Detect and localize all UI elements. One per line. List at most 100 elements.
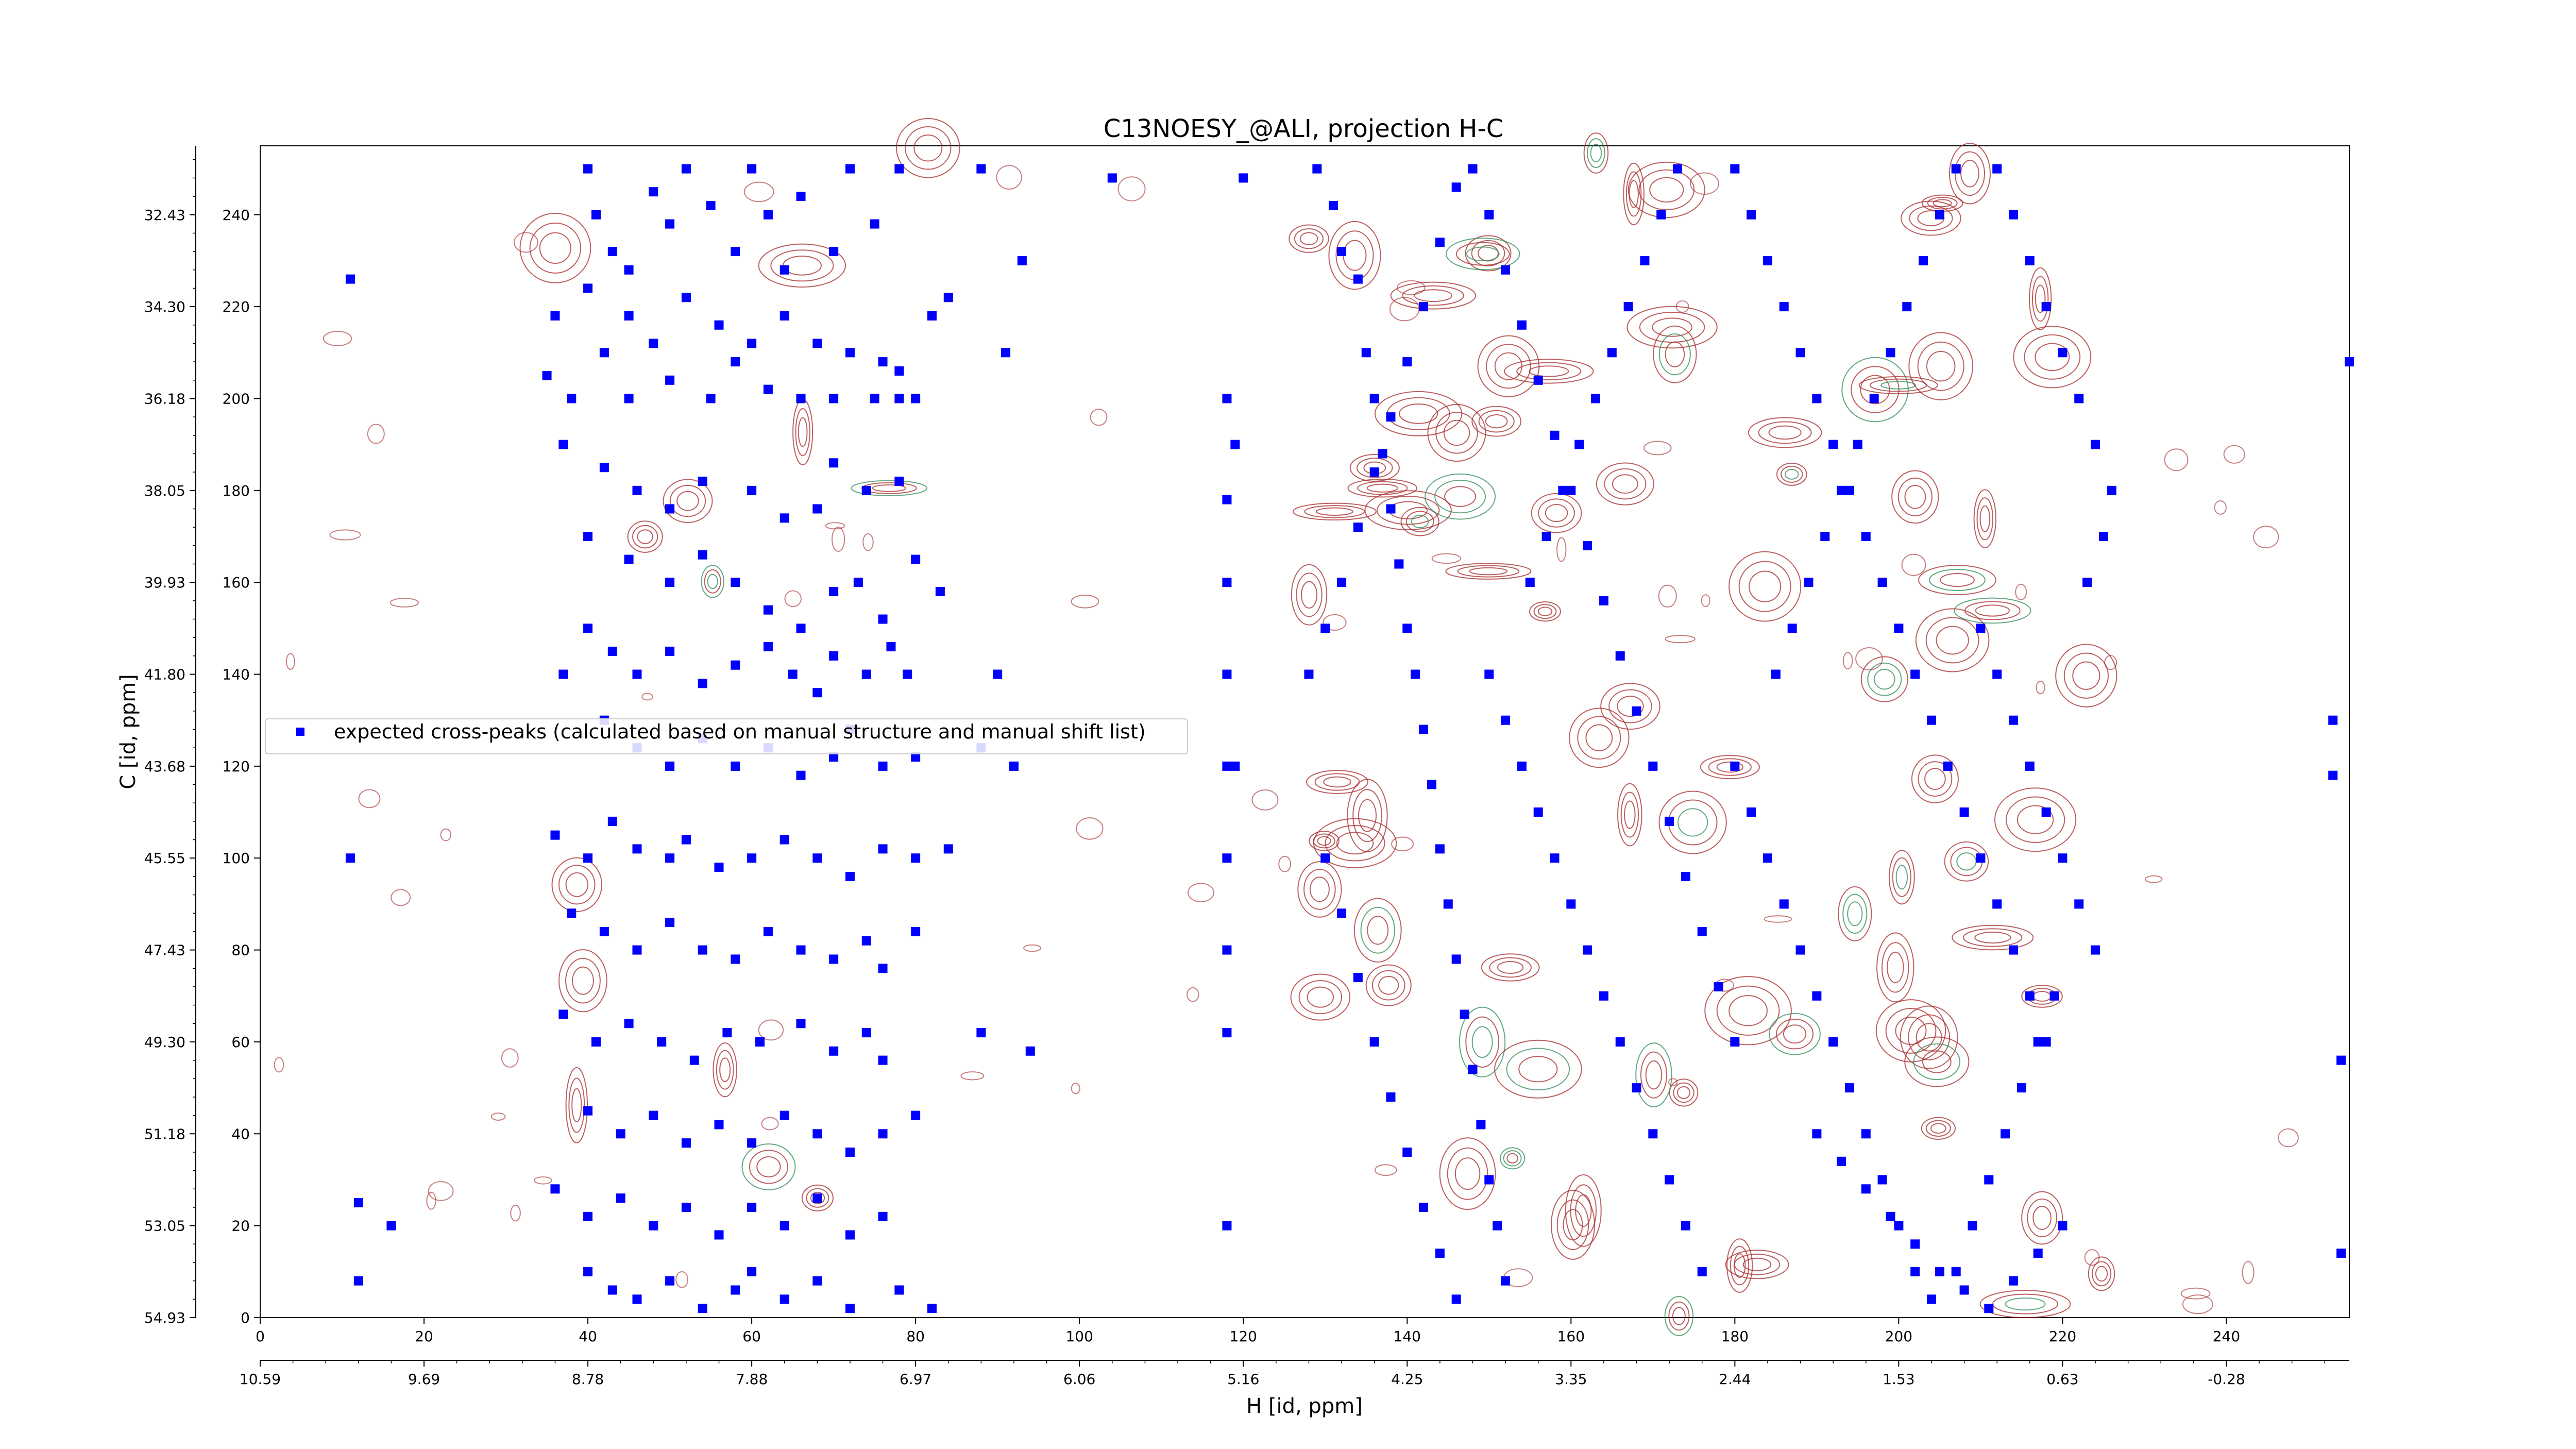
contour-line [798,417,808,447]
cross-peak-marker [616,1129,625,1139]
cross-peak-marker [1017,256,1027,265]
cross-peak-marker [878,761,888,771]
cross-peak-marker [927,311,937,321]
cross-peak-marker [665,918,675,928]
cross-peak-marker [1304,669,1314,679]
contour-line [1892,857,1911,897]
contour-line [1979,505,1991,532]
contour-line [1317,836,1331,846]
cross-peak-marker [779,835,789,845]
contour-line [2024,334,2081,380]
contour-line [1924,768,1946,790]
cross-peak-marker [1353,523,1363,532]
cross-peak-marker [2041,807,2051,817]
cross-peak-marker [1984,1304,1994,1313]
contour-line [1664,1296,1694,1336]
contour-line [669,485,706,517]
cross-peak-marker [1894,1221,1904,1231]
contour-line [323,331,352,346]
cross-peak-marker [2025,256,2035,265]
cross-peak-marker [607,1285,617,1295]
contour-line [1585,724,1613,751]
cross-peak-marker [1919,256,1928,265]
contour-line [756,1156,781,1177]
cross-peak-marker [731,954,740,964]
contour-line [1626,306,1718,349]
cross-peak-marker [878,1055,888,1065]
contour-line [2084,1249,2100,1266]
y-tick-label: 220 [223,298,250,315]
cross-peak-marker [1632,1083,1641,1093]
cross-peak-marker [624,311,634,321]
cross-peak-marker [1386,412,1396,422]
contour-line [1700,755,1760,780]
contour-line [428,1181,454,1201]
contour-line [1296,572,1323,617]
cross-peak-marker [1992,669,2002,679]
cross-peak-marker [1435,844,1445,854]
contour-line [1352,789,1382,843]
cross-peak-marker [1665,816,1674,826]
contour-line [1411,515,1429,529]
x-ppm-tick-label: 10.59 [240,1371,281,1388]
contour-line [1291,564,1328,626]
y-tick-label: 180 [223,482,250,499]
contour-line [1364,490,1452,531]
cross-peak-marker [1697,926,1707,936]
cross-peak-marker [1501,715,1511,725]
contour-line [1617,783,1642,847]
contour-line [1620,791,1639,838]
contour-line [1434,479,1486,514]
contour-line [1117,176,1146,201]
cross-peak-marker [1517,320,1527,330]
cross-peak-marker [796,192,806,201]
cross-peak-marker [1648,1129,1658,1139]
contour-line [1748,417,1822,448]
cross-peak-marker [591,210,601,220]
contour-line [501,1048,519,1068]
contour-line [1435,412,1478,454]
contour-line [2145,875,2163,883]
cross-peak-marker [1894,624,1904,633]
cross-peak-marker [845,871,855,881]
contour-line [2063,652,2109,699]
cross-peak-marker [1107,173,1117,183]
contour-line [2278,1128,2299,1148]
x-axis: 0 20 40 60 80 100 120 140 160 180 200 220 240 [256,1318,2240,1345]
contour-line [758,1019,784,1041]
contour-line [663,479,713,524]
cross-peak-marker [2336,1055,2346,1065]
cross-peak-marker [1730,1037,1740,1047]
contour-line [1529,365,1569,377]
cross-peak-marker [1460,1009,1469,1019]
cross-peak-marker [1402,624,1412,633]
cross-peak-marker [2074,394,2084,403]
contour-line [1454,1157,1481,1190]
contour-line [1939,573,1975,587]
contour-line [1783,1024,1807,1044]
contour-line [770,249,834,282]
contour-line [1347,478,1418,498]
cross-peak-marker [714,863,724,872]
contour-line [1780,465,1803,483]
contour-line [2242,1260,2255,1284]
contour-line [1901,200,1961,236]
cross-peak-marker [599,463,609,473]
cross-peak-marker [1411,669,1420,679]
x-ppm-tick-label: 3.35 [1555,1371,1587,1388]
cross-peak-marker [689,1055,699,1065]
cross-peak-marker [2009,1276,2019,1286]
cross-peak-marker [845,1304,855,1313]
cross-peak-marker [861,669,871,679]
y-tick-label: 20 [231,1218,250,1235]
cross-peak-marker [1599,991,1608,1001]
cross-peak-marker [1861,1184,1871,1194]
cross-peak-marker [829,954,839,964]
cross-peak-marker [1927,715,1936,725]
contour-line [758,243,846,288]
cross-peak-marker [1623,302,1633,312]
cross-peak-marker [706,394,716,403]
cross-peak-marker [870,394,879,403]
cross-peak-marker [649,1110,658,1120]
contour-line [795,408,810,457]
